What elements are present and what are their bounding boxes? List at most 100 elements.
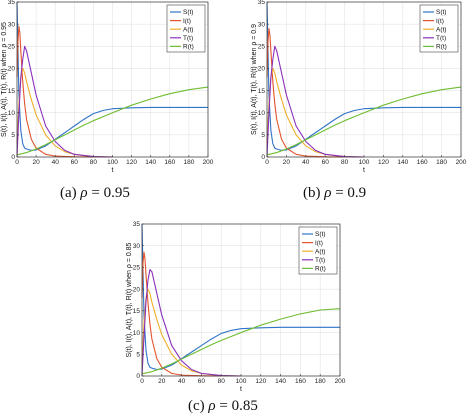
- chart-panel-c: 0 20 40 60 80 100 120 140 160 180 200 0 5 10 15 20 25 30 3…: [115, 218, 355, 396]
- chart-c-ytick-label-5: 25: [133, 265, 141, 272]
- chart-b-legend-label-I: I(t): [436, 18, 444, 25]
- chart-a-series-R: [16, 86, 209, 156]
- chart-a-series-T: [16, 45, 113, 158]
- chart-a-xtick-label-8: 160: [164, 159, 175, 166]
- chart-b-ytick-label-3: 15: [258, 88, 266, 95]
- chart-a-legend-label-I: I(t): [183, 18, 191, 25]
- chart-a-legend-label-S: S(t): [183, 9, 193, 16]
- chart-c-xtick-label-8: 160: [295, 378, 306, 385]
- caption-c-value: = 0.85: [215, 398, 258, 414]
- chart-b-xtick-label-4: 80: [341, 159, 349, 166]
- chart-a-legend-label-T: T(t): [183, 35, 193, 42]
- chart-c-legend-label-S: S(t): [315, 231, 325, 238]
- chart-b-series-I: [266, 28, 345, 158]
- chart-a-xtick-label-6: 120: [126, 159, 137, 166]
- caption-b-rho: ρ: [324, 185, 332, 201]
- chart-a-ytick-label-1: 5: [11, 132, 15, 139]
- chart-c-legend-label-T: T(t): [315, 257, 325, 264]
- chart-a-xtick-label-5: 100: [107, 159, 118, 166]
- caption-b-prefix: (b): [303, 185, 321, 201]
- chart-b-xtick-label-10: 200: [456, 159, 467, 166]
- chart-a-ytick-label-4: 20: [8, 66, 16, 73]
- caption-a-rho: ρ: [80, 185, 88, 201]
- chart-c-ytick-label-0: 0: [136, 373, 140, 380]
- chart-panel-a: 0 20 40 60 80 100 120 140 160 180 200 0 5 10 15 20 25 30 3…: [0, 0, 237, 182]
- chart-a-ytick-label-6: 30: [8, 21, 16, 28]
- chart-b-ytick-label-4: 20: [258, 66, 266, 73]
- chart-b-ytick-label-0: 0: [261, 154, 265, 161]
- chart-b-xlabel: t: [363, 167, 365, 174]
- chart-b-xtick-label-1: 20: [283, 159, 291, 166]
- chart-b-xtick-label-2: 40: [302, 159, 310, 166]
- chart-c-xtick-label-4: 80: [218, 378, 226, 385]
- chart-b-series-T: [266, 45, 365, 158]
- chart-a-xtick-label-0: 0: [15, 159, 19, 166]
- chart-a-ytick-label-3: 15: [8, 88, 16, 95]
- chart-c-legend-box: [298, 226, 338, 275]
- chart-c-series-S: [141, 223, 340, 371]
- chart-a-legend-box: [166, 4, 206, 53]
- caption-c: (c) ρ = 0.85: [188, 398, 258, 415]
- chart-c: 0 20 40 60 80 100 120 140 160 180 200 0 5 10 15 20 25 30 3…: [126, 221, 346, 393]
- chart-b-legend-box: [419, 4, 459, 53]
- chart-c-xtick-label-7: 140: [275, 378, 286, 385]
- chart-c-xtick-label-9: 180: [315, 378, 326, 385]
- caption-a-value: = 0.95: [87, 185, 130, 201]
- caption-b-value: = 0.9: [331, 185, 367, 201]
- chart-a-series-I: [16, 25, 94, 158]
- chart-a-xlabel: t: [112, 167, 114, 174]
- chart-c-ytick-label-2: 10: [133, 330, 141, 337]
- chart-c-legend-label-A: A(t): [315, 248, 325, 255]
- chart-b-series-S: [266, 1, 461, 151]
- chart-b-xtick-label-3: 60: [322, 159, 330, 166]
- chart-c-xtick-label-0: 0: [140, 378, 144, 385]
- chart-a-ytick-label-2: 10: [8, 110, 16, 117]
- chart-c-series-I: [141, 251, 222, 377]
- chart-c-xtick-label-5: 100: [236, 378, 247, 385]
- chart-b-ytick-label-1: 5: [261, 132, 265, 139]
- chart-b-xtick-label-9: 180: [436, 159, 447, 166]
- chart-a-series-S: [16, 1, 208, 151]
- chart-b-legend-label-R: R(t): [436, 44, 447, 51]
- chart-b-xtick-label-5: 100: [359, 159, 370, 166]
- chart-c-xlabel: t: [240, 386, 242, 393]
- chart-c-xtick-label-6: 120: [255, 378, 266, 385]
- chart-b-ytick-label-5: 25: [258, 43, 266, 50]
- chart-c-ytick-label-7: 35: [133, 221, 141, 228]
- chart-c-ytick-label-3: 15: [133, 308, 141, 315]
- chart-b-legend-label-S: S(t): [436, 9, 446, 16]
- chart-a-xtick-label-9: 180: [183, 159, 194, 166]
- chart-a-ylabel: S(t), I(t), A(t), T(t), R(t) when ρ = 0.…: [1, 22, 8, 137]
- chart-b-series-R: [266, 86, 462, 156]
- caption-b: (b) ρ = 0.9: [303, 185, 366, 202]
- chart-a-xtick-label-4: 80: [90, 159, 98, 166]
- chart-c-ytick-label-1: 5: [136, 351, 140, 358]
- chart-b-legend-label-T: T(t): [436, 35, 446, 42]
- chart-a-xtick-label-10: 200: [203, 159, 214, 166]
- caption-c-prefix: (c): [188, 398, 205, 414]
- chart-b-xtick-label-6: 120: [378, 159, 389, 166]
- chart-c-xtick-label-2: 40: [178, 378, 186, 385]
- chart-c-legend-label-I: I(t): [315, 240, 323, 247]
- chart-a-xtick-label-2: 40: [52, 159, 60, 166]
- chart-c-xtick-label-1: 20: [158, 378, 166, 385]
- chart-c-xtick-label-3: 60: [198, 378, 206, 385]
- chart-c-series-R: [141, 308, 341, 375]
- chart-panel-b: 0 20 40 60 80 100 120 140 160 180 200 0 5 10 15 20 25 30 3…: [237, 0, 474, 182]
- chart-a: 0 20 40 60 80 100 120 140 160 180 200 0 5 10 15 20 25 30 3…: [1, 0, 214, 174]
- chart-b-ytick-label-2: 10: [258, 110, 266, 117]
- chart-b-xtick-label-7: 140: [397, 159, 408, 166]
- chart-c-ylabel: S(t), I(t), A(t), T(t), R(t) when ρ = 0.…: [126, 242, 133, 357]
- chart-a-xtick-label-3: 60: [71, 159, 79, 166]
- chart-a-xtick-label-1: 20: [32, 159, 40, 166]
- chart-b-ytick-label-6: 30: [258, 21, 266, 28]
- caption-a: (a) ρ = 0.95: [60, 185, 130, 202]
- caption-c-rho: ρ: [208, 398, 216, 414]
- chart-b-xtick-label-0: 0: [265, 159, 269, 166]
- chart-b-ytick-label-7: 35: [258, 0, 266, 6]
- chart-c-ytick-label-6: 30: [133, 243, 141, 250]
- chart-a-legend-label-R: R(t): [183, 44, 194, 51]
- chart-b: 0 20 40 60 80 100 120 140 160 180 200 0 5 10 15 20 25 30 3…: [251, 0, 467, 174]
- chart-a-legend-label-A: A(t): [183, 26, 193, 33]
- chart-a-ytick-label-5: 25: [8, 43, 16, 50]
